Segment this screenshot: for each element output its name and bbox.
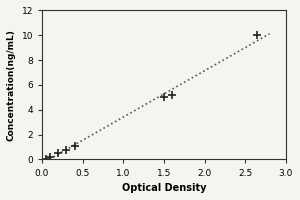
Y-axis label: Concentration(ng/mL): Concentration(ng/mL): [7, 29, 16, 141]
X-axis label: Optical Density: Optical Density: [122, 183, 206, 193]
